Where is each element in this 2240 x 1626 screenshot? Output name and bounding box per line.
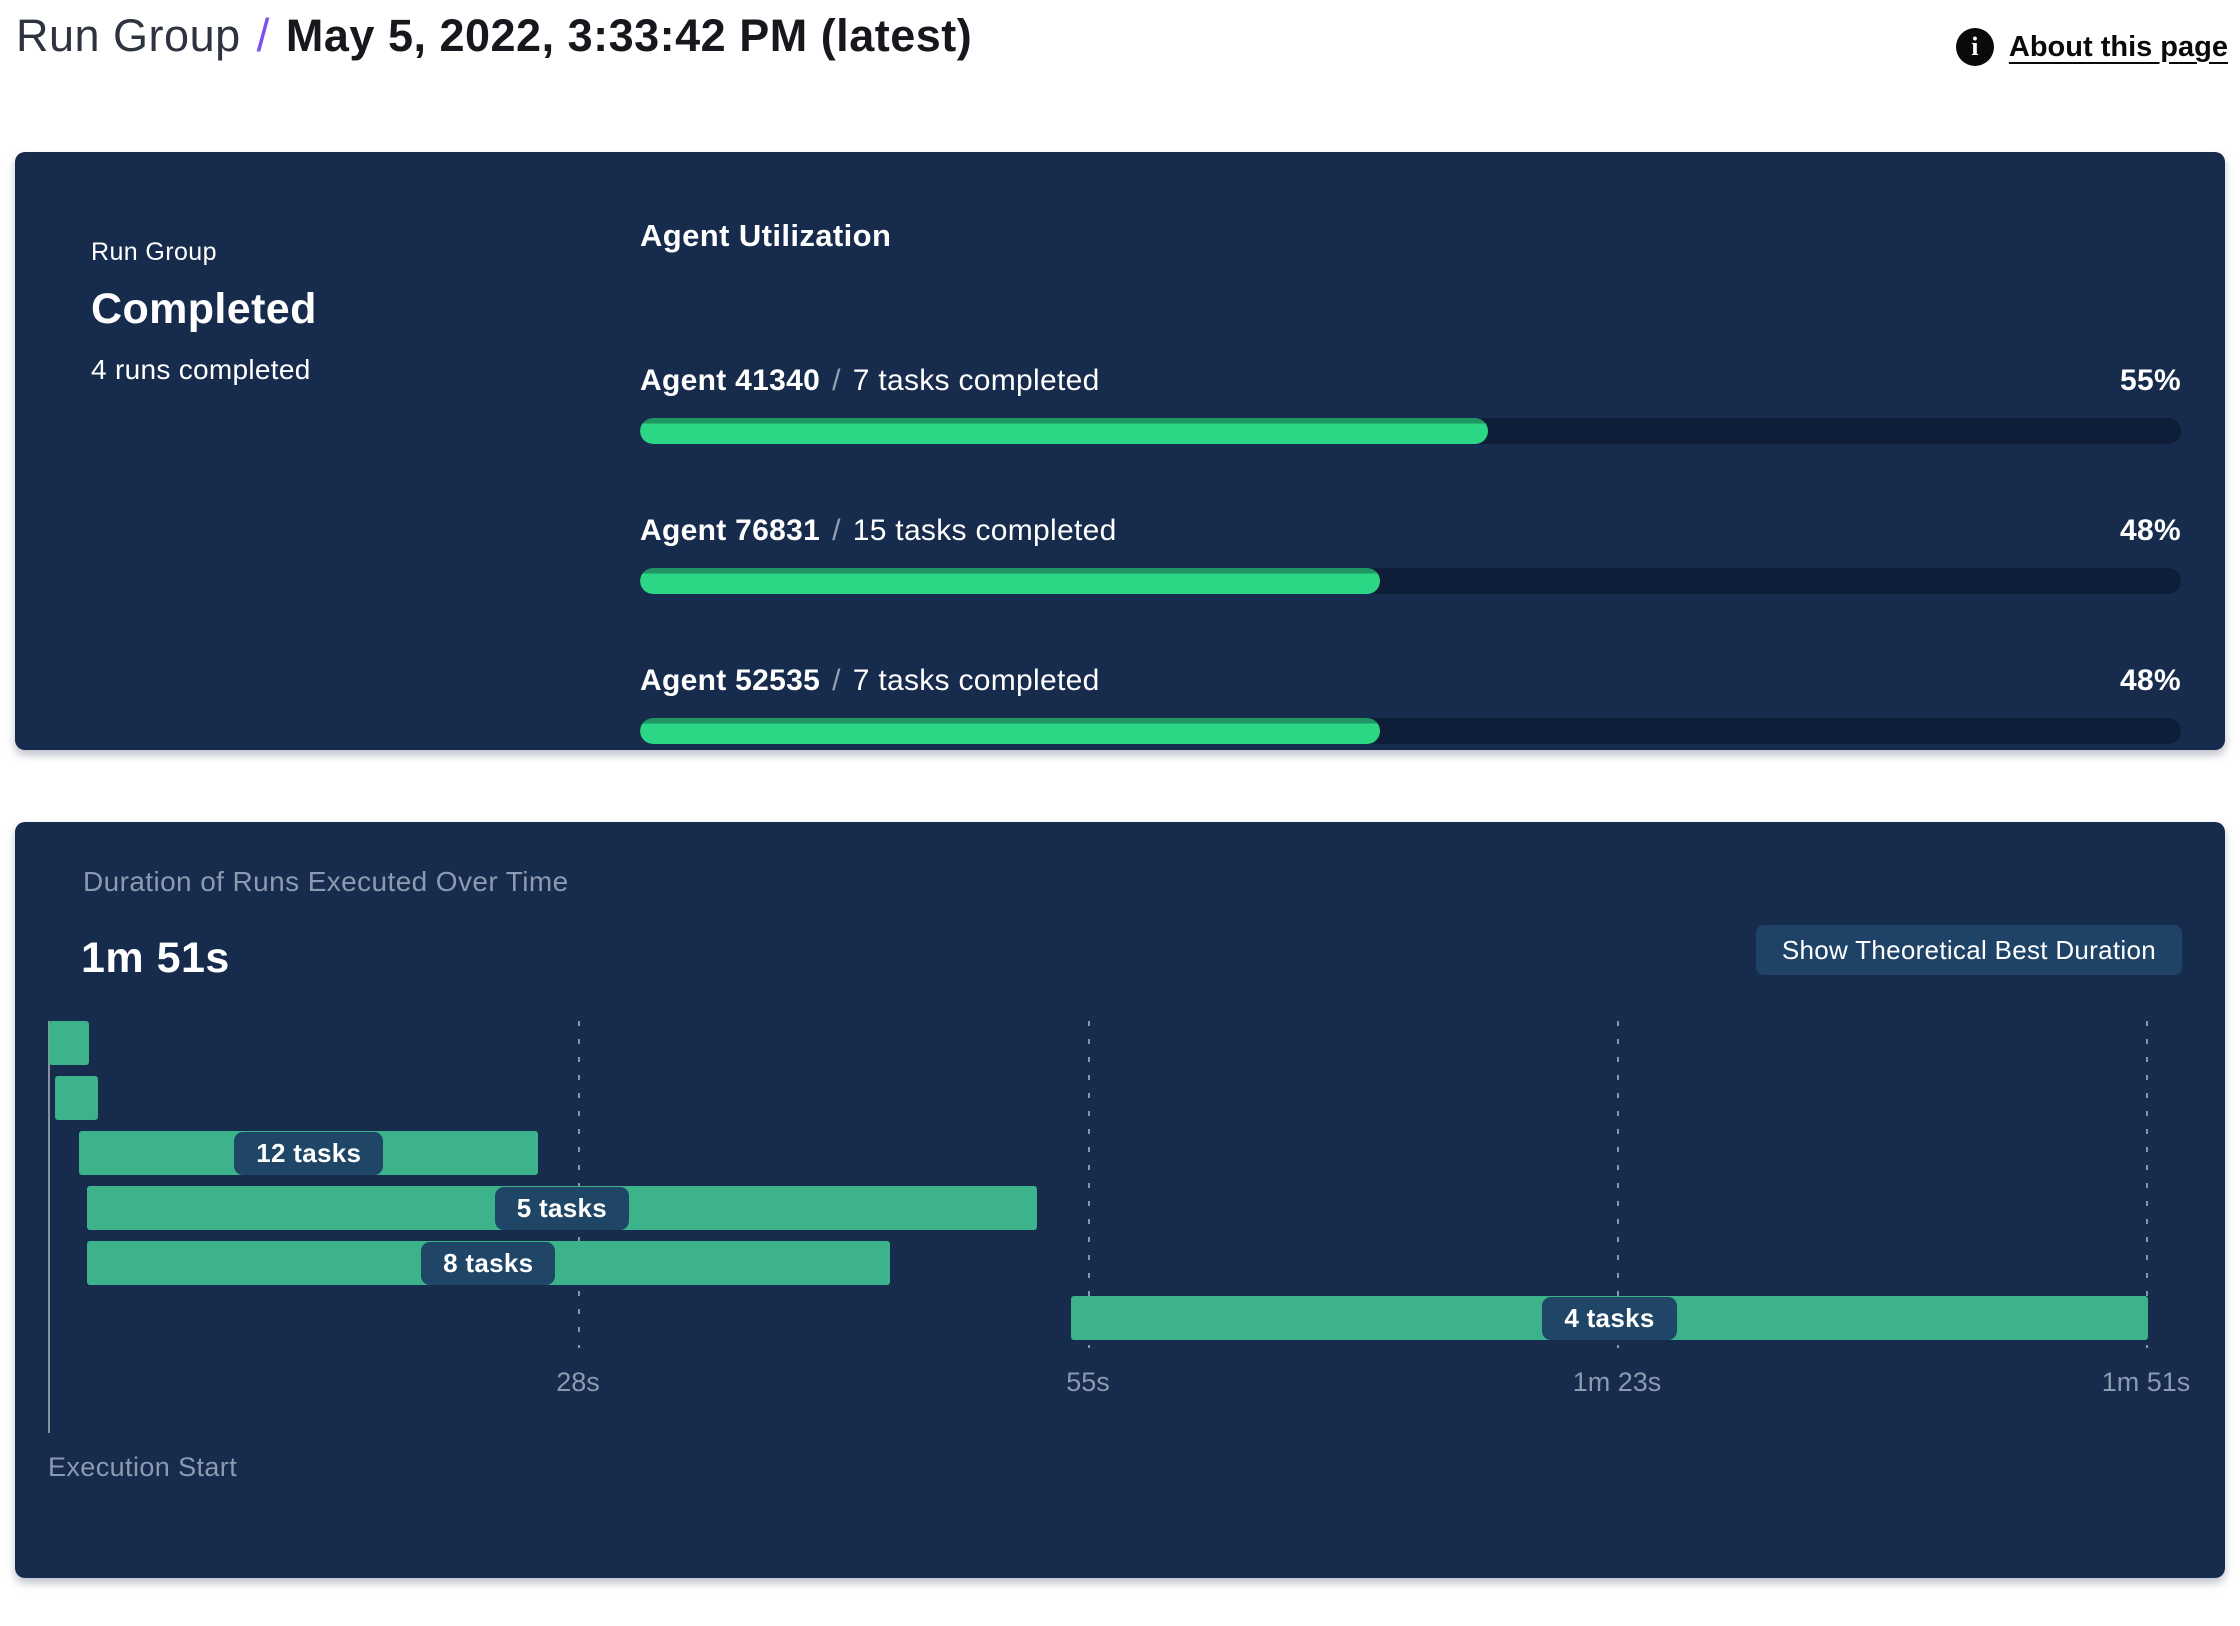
agent-tasks-completed: 7 tasks completed xyxy=(852,664,1100,697)
utilization-progress-fill xyxy=(640,568,1380,594)
duration-panel: Duration of Runs Executed Over Time 1m 5… xyxy=(15,822,2225,1578)
agent-name: Agent 41340 xyxy=(640,364,821,397)
agent-utilization-percent: 48% xyxy=(2120,514,2181,547)
agent-name-separator: / xyxy=(832,664,841,697)
agent-row-head: Agent 41340 / 7 tasks completed 55% xyxy=(640,364,2181,398)
gantt-chart-area: 28s 55s 1m 23s 1m 51s 12 tasks 5 tasks 8 tasks… xyxy=(49,1021,2190,1397)
run-duration-bar: 4 tasks xyxy=(1071,1296,2148,1340)
time-gridline xyxy=(1617,1021,1620,1348)
show-theoretical-best-duration-button[interactable]: Show Theoretical Best Duration xyxy=(1755,925,2182,975)
execution-start-label: Execution Start xyxy=(48,1452,238,1482)
task-count-pill: 12 tasks xyxy=(234,1131,384,1175)
utilization-progress-fill xyxy=(640,418,1488,444)
agent-name: Agent 76831 xyxy=(640,514,821,547)
run-duration-bar: 12 tasks xyxy=(79,1131,539,1175)
agent-utilization-title: Agent Utilization xyxy=(640,218,892,253)
agent-row-head: Agent 76831 / 15 tasks completed 48% xyxy=(640,514,2181,548)
about-link-label: About this page xyxy=(2008,30,2228,63)
time-axis-tick-label: 55s xyxy=(1066,1367,1110,1397)
task-count-pill: 5 tasks xyxy=(494,1186,630,1230)
run-duration-bar: 5 tasks xyxy=(86,1186,1038,1230)
task-count-pill: 8 tasks xyxy=(421,1241,556,1285)
time-axis-tick-label: 1m 51s xyxy=(2101,1367,2191,1397)
agent-name-separator: / xyxy=(832,364,841,397)
time-gridline xyxy=(577,1021,580,1348)
about-this-page-link[interactable]: i About this page xyxy=(1955,28,2228,66)
agent-utilization-section: Agent Utilization Agent 41340 / 7 tasks co… xyxy=(640,218,2181,744)
utilization-progress-track xyxy=(640,718,2181,744)
time-axis-tick-label: 1m 23s xyxy=(1572,1367,1662,1397)
agent-utilization-percent: 48% xyxy=(2120,664,2181,697)
agent-row-head: Agent 52535 / 7 tasks completed 48% xyxy=(640,664,2181,698)
utilization-progress-track xyxy=(640,418,2181,444)
agent-utilization-percent: 55% xyxy=(2120,364,2181,397)
run-timestamp-title: May 5, 2022, 3:33:42 PM (latest) xyxy=(285,10,973,61)
agent-utilization-row: Agent 41340 / 7 tasks completed 55% xyxy=(640,364,2181,444)
duration-chart-title: Duration of Runs Executed Over Time xyxy=(83,866,569,897)
run-group-status-panel: Run Group Completed 4 runs completed Age… xyxy=(15,152,2225,750)
time-gridline xyxy=(2146,1021,2148,1348)
page-title: Run Group / May 5, 2022, 3:33:42 PM (lat… xyxy=(16,8,972,62)
info-icon: i xyxy=(1955,28,1994,66)
runs-summary: 4 runs completed xyxy=(91,354,311,385)
run-duration-bar xyxy=(49,1021,89,1065)
run-duration-bar xyxy=(54,1076,99,1120)
top-bar: Run Group / May 5, 2022, 3:33:42 PM (lat… xyxy=(0,0,2240,110)
agent-name-separator: / xyxy=(832,514,841,547)
group-label: Run Group xyxy=(91,238,217,266)
utilization-progress-track xyxy=(640,568,2181,594)
agent-tasks-completed: 15 tasks completed xyxy=(852,514,1117,547)
agent-tasks-completed: 7 tasks completed xyxy=(852,364,1100,397)
run-duration-bar: 8 tasks xyxy=(86,1241,890,1285)
total-duration-value: 1m 51s xyxy=(81,934,230,982)
status-summary: Run Group Completed 4 runs completed xyxy=(91,238,317,386)
agent-utilization-row: Agent 76831 / 15 tasks completed 48% xyxy=(640,514,2181,594)
task-count-pill: 4 tasks xyxy=(1542,1296,1677,1340)
time-axis-tick-label: 28s xyxy=(556,1367,600,1397)
utilization-progress-fill xyxy=(640,718,1380,744)
execution-start-line xyxy=(48,1021,50,1433)
status-value: Completed xyxy=(91,285,317,333)
time-gridline xyxy=(1088,1021,1091,1348)
agent-name: Agent 52535 xyxy=(640,664,821,697)
breadcrumb: Run Group xyxy=(16,10,241,61)
agent-utilization-row: Agent 52535 / 7 tasks completed 48% xyxy=(640,664,2181,744)
breadcrumb-separator: / xyxy=(256,9,270,61)
